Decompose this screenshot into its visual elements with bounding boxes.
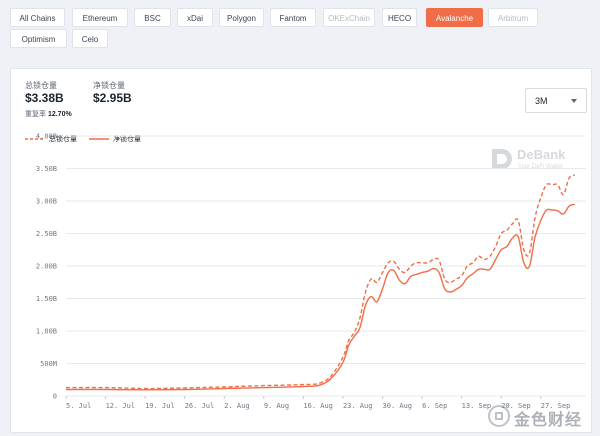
- y-tick-label: 2.50B: [36, 230, 57, 238]
- chain-button-heco[interactable]: HECO: [382, 8, 417, 27]
- legend-label: 总锁仓量: [49, 136, 77, 143]
- x-tick-label: 12. Jul: [106, 402, 136, 410]
- y-tick-label: 1.50B: [36, 295, 57, 303]
- y-tick-label: 500M: [40, 360, 57, 368]
- net-locked-label: 净锁仓量: [93, 81, 125, 90]
- chain-button-fantom[interactable]: Fantom: [270, 8, 316, 27]
- tvl-panel: 总锁仓量 $3.38B 重复率 12.70% 净锁仓量 $2.95B 3M 总锁…: [10, 68, 592, 433]
- y-tick-label: 4.00B: [36, 133, 57, 141]
- chain-button-optimism[interactable]: Optimism: [10, 29, 67, 48]
- total-locked-label: 总锁仓量: [25, 81, 57, 90]
- y-tick-label: 3.50B: [36, 165, 57, 173]
- x-tick-label: 19. Jul: [145, 402, 175, 410]
- chevron-down-icon: [571, 99, 577, 103]
- tvl-line-chart: 0 500M 1.00B 1.50B 2.00B 2.50B 3.00B 3.50B 4.00B…: [36, 133, 586, 410]
- chain-button-all-chains[interactable]: All Chains: [10, 8, 65, 27]
- total-locked-value: $3.38B: [25, 91, 64, 105]
- time-range-value: 3M: [535, 96, 548, 106]
- series-line-net-locked: [65, 203, 575, 391]
- x-tick-label: 2. Aug: [224, 402, 249, 410]
- x-tick-label: 27. Sep: [541, 402, 571, 410]
- solid-line-icon: [89, 138, 109, 140]
- y-tick-label: 1.00B: [36, 328, 57, 336]
- watermark-name: DeBank: [517, 147, 566, 162]
- jinse-watermark: 金色财经: [488, 403, 596, 431]
- y-tick-label: 3.00B: [36, 198, 57, 206]
- x-tick-label: 9. Aug: [264, 402, 289, 410]
- x-tick-label: 5. Jul: [66, 402, 91, 410]
- x-tick-label: 23. Aug: [343, 402, 373, 410]
- x-tick-label: 26. Jul: [185, 402, 215, 410]
- x-tick-label: 16. Aug: [303, 402, 333, 410]
- debank-logo-icon: [492, 149, 512, 169]
- chain-button-polygon[interactable]: Polygon: [219, 8, 264, 27]
- series-line-total-locked: [65, 174, 576, 390]
- chain-button-xdai[interactable]: xDai: [177, 8, 213, 27]
- chain-button-arbitrum[interactable]: Arbitrum: [488, 8, 538, 27]
- chain-button-bsc[interactable]: BSC: [134, 8, 171, 27]
- chain-button-okexchain[interactable]: OKExChain: [323, 8, 375, 27]
- coin-logo-icon: [488, 405, 510, 427]
- duplicate-ratio-label: 重复率: [25, 111, 46, 118]
- time-range-select[interactable]: 3M: [525, 88, 587, 113]
- debank-watermark: DeBank Your DeFi Wallet: [489, 146, 584, 176]
- watermark-tagline: Your DeFi Wallet: [518, 164, 563, 170]
- x-tick-label: 20. Sep: [501, 402, 531, 410]
- x-tick-label: 13. Sep: [462, 402, 492, 410]
- dashed-line-icon: [25, 138, 45, 140]
- net-locked-value: $2.95B: [93, 91, 132, 105]
- chain-button-avalanche[interactable]: Avalanche: [426, 8, 483, 27]
- y-tick-label: 0: [53, 393, 57, 401]
- x-tick-label: 6. Sep: [422, 402, 447, 410]
- chain-button-celo[interactable]: Celo: [72, 29, 108, 48]
- chain-button-ethereum[interactable]: Ethereum: [72, 8, 128, 27]
- y-tick-label: 2.00B: [36, 263, 57, 271]
- corner-watermark-text: 金色财经: [514, 412, 583, 429]
- legend-label: 净锁仓量: [113, 136, 141, 143]
- x-tick-label: 30. Aug: [383, 402, 413, 410]
- duplicate-ratio-value: 12.70%: [47, 111, 72, 118]
- duplicate-ratio: 重复率 12.70%: [25, 109, 72, 119]
